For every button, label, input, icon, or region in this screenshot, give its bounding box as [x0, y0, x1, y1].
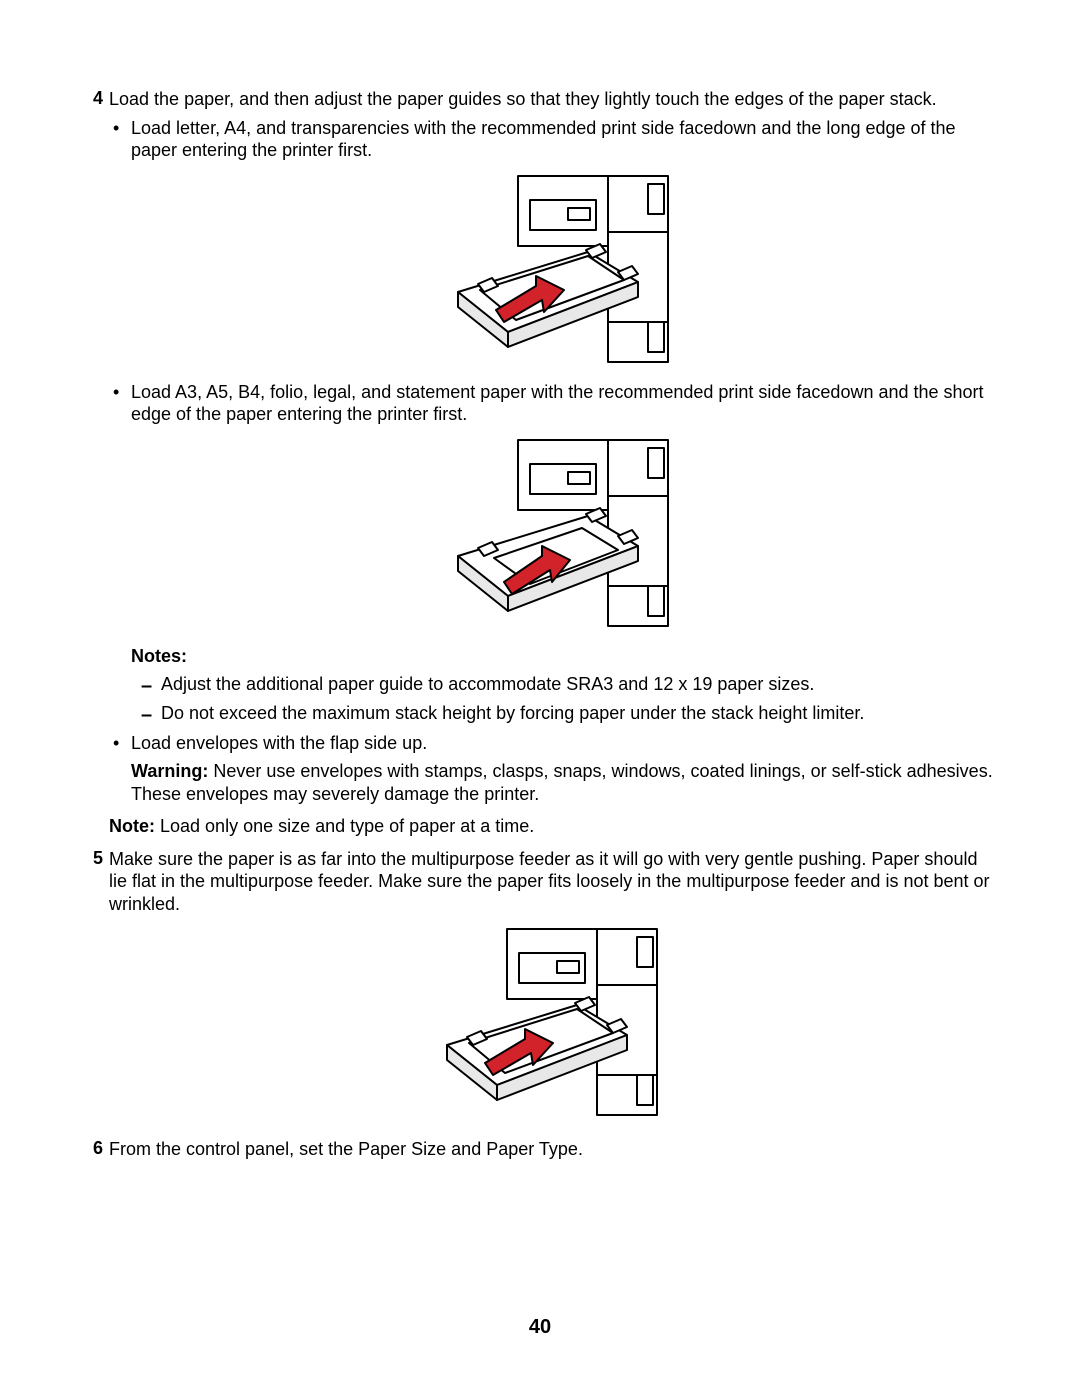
page-content: 4 Load the paper, and then adjust the pa… [85, 88, 995, 1165]
note-text: Load only one size and type of paper at … [155, 816, 534, 836]
step-4-body: Load the paper, and then adjust the pape… [109, 88, 995, 838]
figure-2 [131, 436, 995, 631]
step-6: 6 From the control panel, set the Paper … [85, 1138, 995, 1161]
step-4-number: 4 [85, 88, 109, 109]
printer-diagram-1-icon [438, 172, 688, 367]
step-4-bullet-3: Load envelopes with the flap side up. Wa… [109, 732, 995, 806]
step-4-note: Note: Load only one size and type of pap… [109, 815, 995, 838]
step-4: 4 Load the paper, and then adjust the pa… [85, 88, 995, 838]
printer-diagram-2-icon [438, 436, 688, 631]
step-4-bullet-2: Load A3, A5, B4, folio, legal, and state… [109, 381, 995, 726]
figure-1 [131, 172, 995, 367]
step-4-bullet-1: Load letter, A4, and transparencies with… [109, 117, 995, 367]
step-6-text: From the control panel, set the Paper Si… [109, 1139, 583, 1159]
warning-text: Never use envelopes with stamps, clasps,… [131, 761, 993, 804]
step-6-body: From the control panel, set the Paper Si… [109, 1138, 995, 1161]
step-4-text: Load the paper, and then adjust the pape… [109, 89, 937, 109]
warning-label: Warning: [131, 761, 208, 781]
step-5: 5 Make sure the paper is as far into the… [85, 848, 995, 1135]
note-label: Note: [109, 816, 155, 836]
step-5-number: 5 [85, 848, 109, 869]
warning-block: Warning: Never use envelopes with stamps… [131, 760, 995, 805]
step-5-text: Make sure the paper is as far into the m… [109, 849, 990, 914]
note-item-1: Adjust the additional paper guide to acc… [131, 673, 995, 696]
notes-list: Adjust the additional paper guide to acc… [131, 673, 995, 726]
step-6-number: 6 [85, 1138, 109, 1159]
page-number: 40 [0, 1316, 1080, 1339]
printer-diagram-3-icon [427, 925, 677, 1120]
notes-heading: Notes: [131, 645, 995, 668]
step-4-bullet-3-text: Load envelopes with the flap side up. [131, 733, 427, 753]
step-4-bullet-2-text: Load A3, A5, B4, folio, legal, and state… [131, 382, 984, 425]
note-item-2: Do not exceed the maximum stack height b… [131, 702, 995, 725]
figure-3 [109, 925, 995, 1120]
step-4-bullet-1-text: Load letter, A4, and transparencies with… [131, 118, 956, 161]
step-4-bullets: Load letter, A4, and transparencies with… [109, 117, 995, 806]
step-5-body: Make sure the paper is as far into the m… [109, 848, 995, 1135]
